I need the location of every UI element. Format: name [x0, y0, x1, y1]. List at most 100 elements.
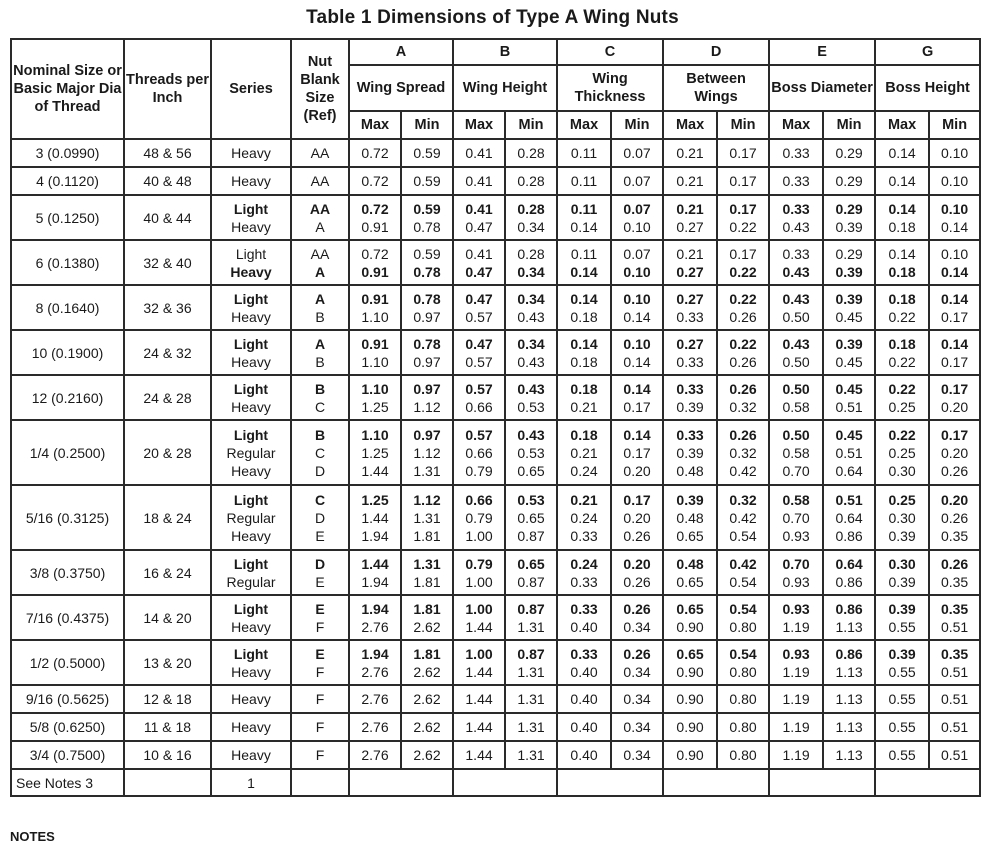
- nut-blank-value: C: [314, 444, 326, 461]
- dimension-value: 0.17: [729, 145, 757, 161]
- dimension-value: 0.22: [888, 426, 916, 443]
- nut-blank-value-cell: AA A: [290, 239, 350, 286]
- header-min: Min: [399, 110, 455, 140]
- dimension-cell: 0.33 0.39 0.48: [662, 419, 719, 486]
- header-group-letter: A: [347, 38, 455, 66]
- dimension-value: 0.33: [782, 200, 810, 217]
- header-max: Max: [768, 110, 825, 140]
- dimension-value: 0.87: [517, 645, 545, 662]
- dimension-value: 0.27: [676, 218, 704, 235]
- dimension-value: 1.13: [835, 747, 863, 763]
- dimension-cell: 1.10 1.25: [348, 374, 402, 421]
- dimension-cell: 0.10 0.14: [928, 239, 982, 286]
- dimension-value: 0.17: [940, 426, 969, 443]
- series-value: Light: [233, 426, 269, 443]
- dimension-cell: 0.18 0.22: [874, 329, 931, 376]
- dimension-cell: 2.76: [348, 740, 402, 770]
- dimension-cell: 0.10: [928, 166, 982, 196]
- dimension-value: 0.93: [782, 527, 810, 544]
- dimension-value: 0.14: [623, 308, 651, 325]
- dimension-value: 0.20: [940, 444, 969, 461]
- dimension-cell: 0.59 0.78: [399, 194, 455, 241]
- dimension-value: 0.11: [570, 145, 598, 161]
- dimension-value: 0.43: [517, 380, 545, 397]
- dimension-value: 0.29: [835, 173, 863, 189]
- dimension-cell: 0.57 0.66: [452, 374, 507, 421]
- dimension-value: 2.76: [361, 719, 389, 735]
- dimension-value: 0.90: [676, 663, 704, 680]
- dimension-value: 1.44: [465, 691, 493, 707]
- header-nominal-size: Nominal Size or Basic Major Dia of Threa…: [10, 38, 125, 140]
- series-value: Light: [233, 290, 269, 307]
- dimension-cell: 0.65 0.90: [662, 594, 719, 641]
- dimension-cell: 0.11 0.14: [556, 239, 613, 286]
- dimension-cell: 0.21: [662, 138, 719, 168]
- dimension-cell: 0.87 1.31: [504, 639, 559, 686]
- dimension-value: 0.79: [465, 462, 493, 479]
- series-value-cell: Heavy: [210, 740, 292, 770]
- dimension-value: 0.64: [835, 509, 863, 526]
- dimension-value: 0.48: [676, 462, 704, 479]
- header-min: Min: [822, 110, 877, 140]
- dimension-value: 0.59: [413, 245, 441, 262]
- dimension-value: 0.53: [517, 491, 545, 508]
- threads-per-inch-cell: 40 & 44: [123, 194, 212, 241]
- dimension-cell: 0.57 0.66 0.79: [452, 419, 507, 486]
- table-title: Table 1 Dimensions of Type A Wing Nuts: [306, 7, 679, 28]
- table-row: 5/8 (0.6250) 11 & 18 Heavy F 2.76 2.62 1.44 1.3…: [10, 712, 982, 742]
- series-value-cell: Light Heavy: [210, 194, 292, 241]
- dimension-value: 0.18: [570, 353, 598, 370]
- dimension-value: 0.11: [570, 200, 598, 217]
- nut-blank-value: F: [315, 663, 325, 680]
- dimension-cell: 0.54 0.80: [716, 639, 771, 686]
- dimension-cell: 0.50 0.58: [768, 374, 825, 421]
- dimension-value: 0.43: [517, 353, 545, 370]
- table-row: 5/16 (0.3125) 18 & 24 Light Regular Heavy C D E…: [10, 484, 982, 551]
- dimension-value: 0.39: [835, 290, 863, 307]
- dimension-value: 0.10: [623, 218, 651, 235]
- dimension-value: 0.30: [888, 462, 916, 479]
- series-value-cell: Light Regular Heavy: [210, 419, 292, 486]
- dimension-value: 1.25: [361, 398, 389, 415]
- dimension-value: 1.94: [361, 527, 389, 544]
- nominal-size-cell: 3 (0.0990): [10, 138, 125, 168]
- dimension-value: 0.34: [623, 663, 651, 680]
- dimension-value: 0.91: [361, 335, 389, 352]
- table-row: 3/8 (0.3750) 16 & 24 Light Regular D E 1.44 1.9…: [10, 549, 982, 596]
- dimension-cell: 0.14 0.18: [556, 329, 613, 376]
- series-value: Heavy: [231, 173, 271, 189]
- dimension-value: 0.32: [729, 398, 757, 415]
- dimension-value: 0.14: [888, 245, 916, 262]
- dimension-value: 2.62: [413, 618, 441, 635]
- header-min: Min: [504, 110, 559, 140]
- dimension-cell: 0.72 0.91: [348, 194, 402, 241]
- dimension-cell: 1.19: [768, 684, 825, 714]
- dimension-cell: 1.31: [504, 712, 559, 742]
- threads-per-inch-cell: 18 & 24: [123, 484, 212, 551]
- dimension-cell: 0.65 0.90: [662, 639, 719, 686]
- nut-blank-value: B: [314, 380, 326, 397]
- empty-cell: [290, 768, 350, 797]
- dimension-cell: 0.14 0.17: [928, 284, 982, 331]
- dimension-cell: 0.55: [874, 684, 931, 714]
- wing-nut-dimensions-table: Nominal Size or Basic Major Dia of Threa…: [10, 38, 982, 797]
- dimension-cell: 0.29: [822, 166, 877, 196]
- dimension-value: 0.26: [623, 600, 651, 617]
- dimension-value: 0.34: [623, 747, 651, 763]
- nut-blank-value: D: [314, 555, 326, 572]
- dimension-value: 1.31: [517, 663, 545, 680]
- dimension-value: 1.31: [517, 747, 545, 763]
- dimension-value: 0.43: [782, 263, 810, 280]
- nominal-size-cell: 1/2 (0.5000): [10, 639, 125, 686]
- dimension-value: 0.45: [835, 380, 863, 397]
- dimension-cell: 0.11 0.14: [556, 194, 613, 241]
- dimension-cell: 2.62: [399, 740, 455, 770]
- dimension-value: 0.93: [782, 573, 810, 590]
- dimension-cell: 0.42 0.54: [716, 549, 771, 596]
- dimension-value: 0.32: [729, 491, 757, 508]
- dimension-cell: 0.59: [399, 166, 455, 196]
- dimension-cell: 0.21 0.24 0.33: [556, 484, 613, 551]
